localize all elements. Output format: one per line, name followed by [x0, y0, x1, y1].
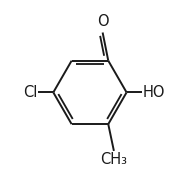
Text: HO: HO	[143, 85, 165, 100]
Text: Cl: Cl	[23, 85, 37, 100]
Text: CH₃: CH₃	[100, 152, 127, 167]
Text: O: O	[97, 14, 108, 29]
